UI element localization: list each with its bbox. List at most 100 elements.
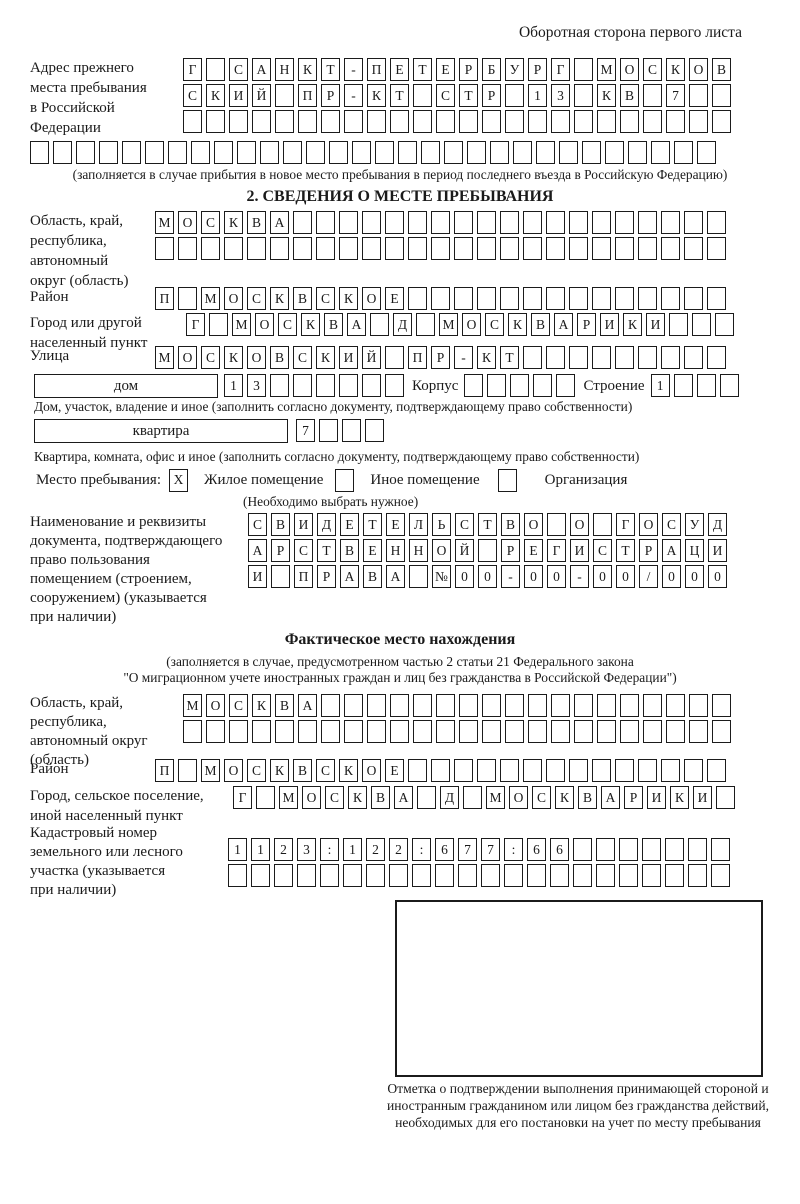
char-cell: В xyxy=(324,313,343,336)
char-cell: 6 xyxy=(527,838,546,861)
char-cell xyxy=(408,237,427,260)
char-cell: С xyxy=(662,513,681,536)
char-cell: Р xyxy=(639,539,658,562)
char-cell: И xyxy=(229,84,248,107)
char-cell: К xyxy=(623,313,642,336)
char-cell: Д xyxy=(393,313,412,336)
char-cell xyxy=(661,237,680,260)
char-cell: 1 xyxy=(528,84,547,107)
char-cell: П xyxy=(298,84,317,107)
char-cell xyxy=(505,110,524,133)
char-cell xyxy=(661,287,680,310)
char-cell: М xyxy=(232,313,251,336)
char-cell: К xyxy=(252,694,271,717)
char-cell xyxy=(513,141,532,164)
char-cell xyxy=(505,694,524,717)
char-cell: К xyxy=(597,84,616,107)
char-cell: С xyxy=(532,786,551,809)
char-cell: Г xyxy=(547,539,566,562)
char-cell: О xyxy=(362,287,381,310)
char-cell: Т xyxy=(390,84,409,107)
gorod-label-s2: Город или другой населенный пункт xyxy=(30,315,148,351)
char-cell xyxy=(500,211,519,234)
char-cell xyxy=(597,720,616,743)
char-cell xyxy=(546,759,565,782)
char-cell xyxy=(712,84,731,107)
char-cell: К xyxy=(508,313,527,336)
char-cell xyxy=(463,786,482,809)
char-cell xyxy=(413,110,432,133)
char-cell xyxy=(689,694,708,717)
char-cell: Т xyxy=(317,539,336,562)
char-cell xyxy=(375,141,394,164)
char-cell xyxy=(596,838,615,861)
char-cell xyxy=(293,237,312,260)
char-cell: В xyxy=(275,694,294,717)
char-cell xyxy=(271,565,290,588)
char-cell: М xyxy=(201,759,220,782)
char-cell: С xyxy=(293,346,312,369)
oblast-row2-fact xyxy=(183,720,731,743)
char-cell: А xyxy=(394,786,413,809)
char-cell: 0 xyxy=(662,565,681,588)
char-cell: Т xyxy=(478,513,497,536)
char-cell xyxy=(390,720,409,743)
char-cell: Р xyxy=(459,58,478,81)
char-cell xyxy=(436,694,455,717)
char-cell xyxy=(487,374,507,397)
char-cell xyxy=(413,694,432,717)
char-cell: А xyxy=(248,539,267,562)
char-cell: О xyxy=(224,759,243,782)
char-cell xyxy=(638,287,657,310)
char-cell: Р xyxy=(624,786,643,809)
char-cell xyxy=(638,237,657,260)
char-cell: С xyxy=(593,539,612,562)
char-cell xyxy=(145,141,164,164)
char-cell xyxy=(510,374,530,397)
char-cell: О xyxy=(362,759,381,782)
char-cell xyxy=(592,346,611,369)
char-cell: - xyxy=(454,346,473,369)
char-cell xyxy=(339,211,358,234)
char-cell: О xyxy=(178,211,197,234)
char-cell xyxy=(398,141,417,164)
char-cell xyxy=(413,720,432,743)
char-cell xyxy=(716,786,735,809)
char-cell: М xyxy=(183,694,202,717)
char-cell xyxy=(643,110,662,133)
char-cell xyxy=(620,110,639,133)
char-cell xyxy=(408,287,427,310)
char-cell: Ь xyxy=(432,513,451,536)
char-cell xyxy=(252,720,271,743)
char-cell: О xyxy=(462,313,481,336)
char-cell xyxy=(619,864,638,887)
korpus-cells xyxy=(464,374,576,397)
char-cell: Й xyxy=(455,539,474,562)
char-cell: О xyxy=(178,346,197,369)
char-cell xyxy=(715,313,734,336)
char-cell xyxy=(707,237,726,260)
char-cell: С xyxy=(247,287,266,310)
char-cell: М xyxy=(439,313,458,336)
char-cell xyxy=(684,759,703,782)
char-cell: : xyxy=(504,838,523,861)
char-cell: К xyxy=(555,786,574,809)
char-cell xyxy=(592,237,611,260)
char-cell: С xyxy=(183,84,202,107)
char-cell: К xyxy=(301,313,320,336)
char-cell: О xyxy=(302,786,321,809)
char-cell xyxy=(500,759,519,782)
char-cell xyxy=(582,141,601,164)
char-cell xyxy=(237,141,256,164)
char-cell: Е xyxy=(385,759,404,782)
char-cell: Л xyxy=(409,513,428,536)
char-cell xyxy=(316,374,335,397)
char-cell xyxy=(666,720,685,743)
char-cell xyxy=(342,419,361,442)
char-cell: Т xyxy=(321,58,340,81)
char-cell xyxy=(661,346,680,369)
char-cell xyxy=(385,374,404,397)
char-cell xyxy=(367,110,386,133)
char-cell xyxy=(260,141,279,164)
char-cell: И xyxy=(248,565,267,588)
